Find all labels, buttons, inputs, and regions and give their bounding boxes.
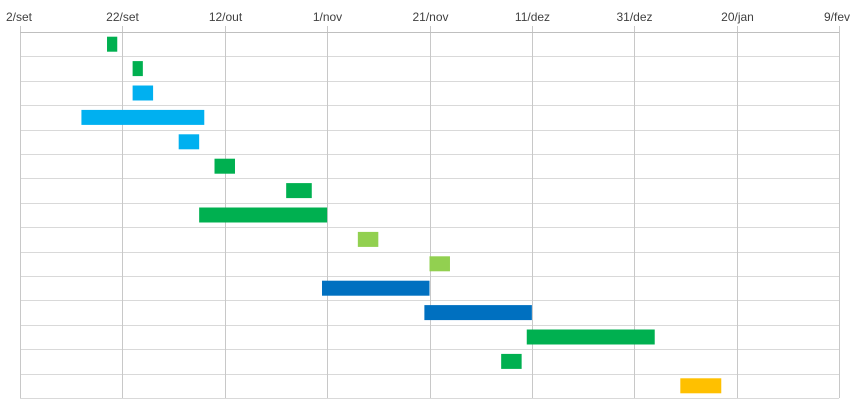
x-tick-label: 22/set — [106, 10, 139, 24]
task-bar — [501, 353, 522, 369]
task-bar — [680, 378, 722, 394]
task-bar — [214, 158, 235, 174]
task-bars — [81, 36, 722, 394]
task-bar — [132, 61, 143, 77]
x-tick-label: 11/dez — [515, 10, 550, 24]
x-tick-label: 1/nov — [313, 10, 342, 24]
task-bar — [429, 256, 450, 272]
grid — [20, 26, 840, 399]
task-bar — [81, 109, 205, 125]
task-bar — [357, 231, 379, 247]
task-bar — [526, 329, 655, 345]
x-tick-label: 31/dez — [616, 10, 652, 24]
x-axis: 2/set 22/set 12/out 1/nov 21/nov 11/dez 31/dez… — [6, 10, 850, 33]
x-tick-label: 21/nov — [412, 10, 448, 24]
task-bar — [178, 134, 200, 150]
x-tick-label: 2/set — [6, 10, 33, 24]
x-tick-label: 12/out — [209, 10, 243, 24]
task-bar — [199, 207, 328, 223]
x-tick-label: 9/fev — [824, 10, 850, 24]
task-bar — [286, 183, 312, 199]
task-bar — [424, 305, 532, 321]
task-bar — [322, 280, 430, 296]
task-bar — [132, 85, 154, 101]
x-tick-label: 20/jan — [721, 10, 754, 24]
task-bar — [107, 36, 118, 52]
